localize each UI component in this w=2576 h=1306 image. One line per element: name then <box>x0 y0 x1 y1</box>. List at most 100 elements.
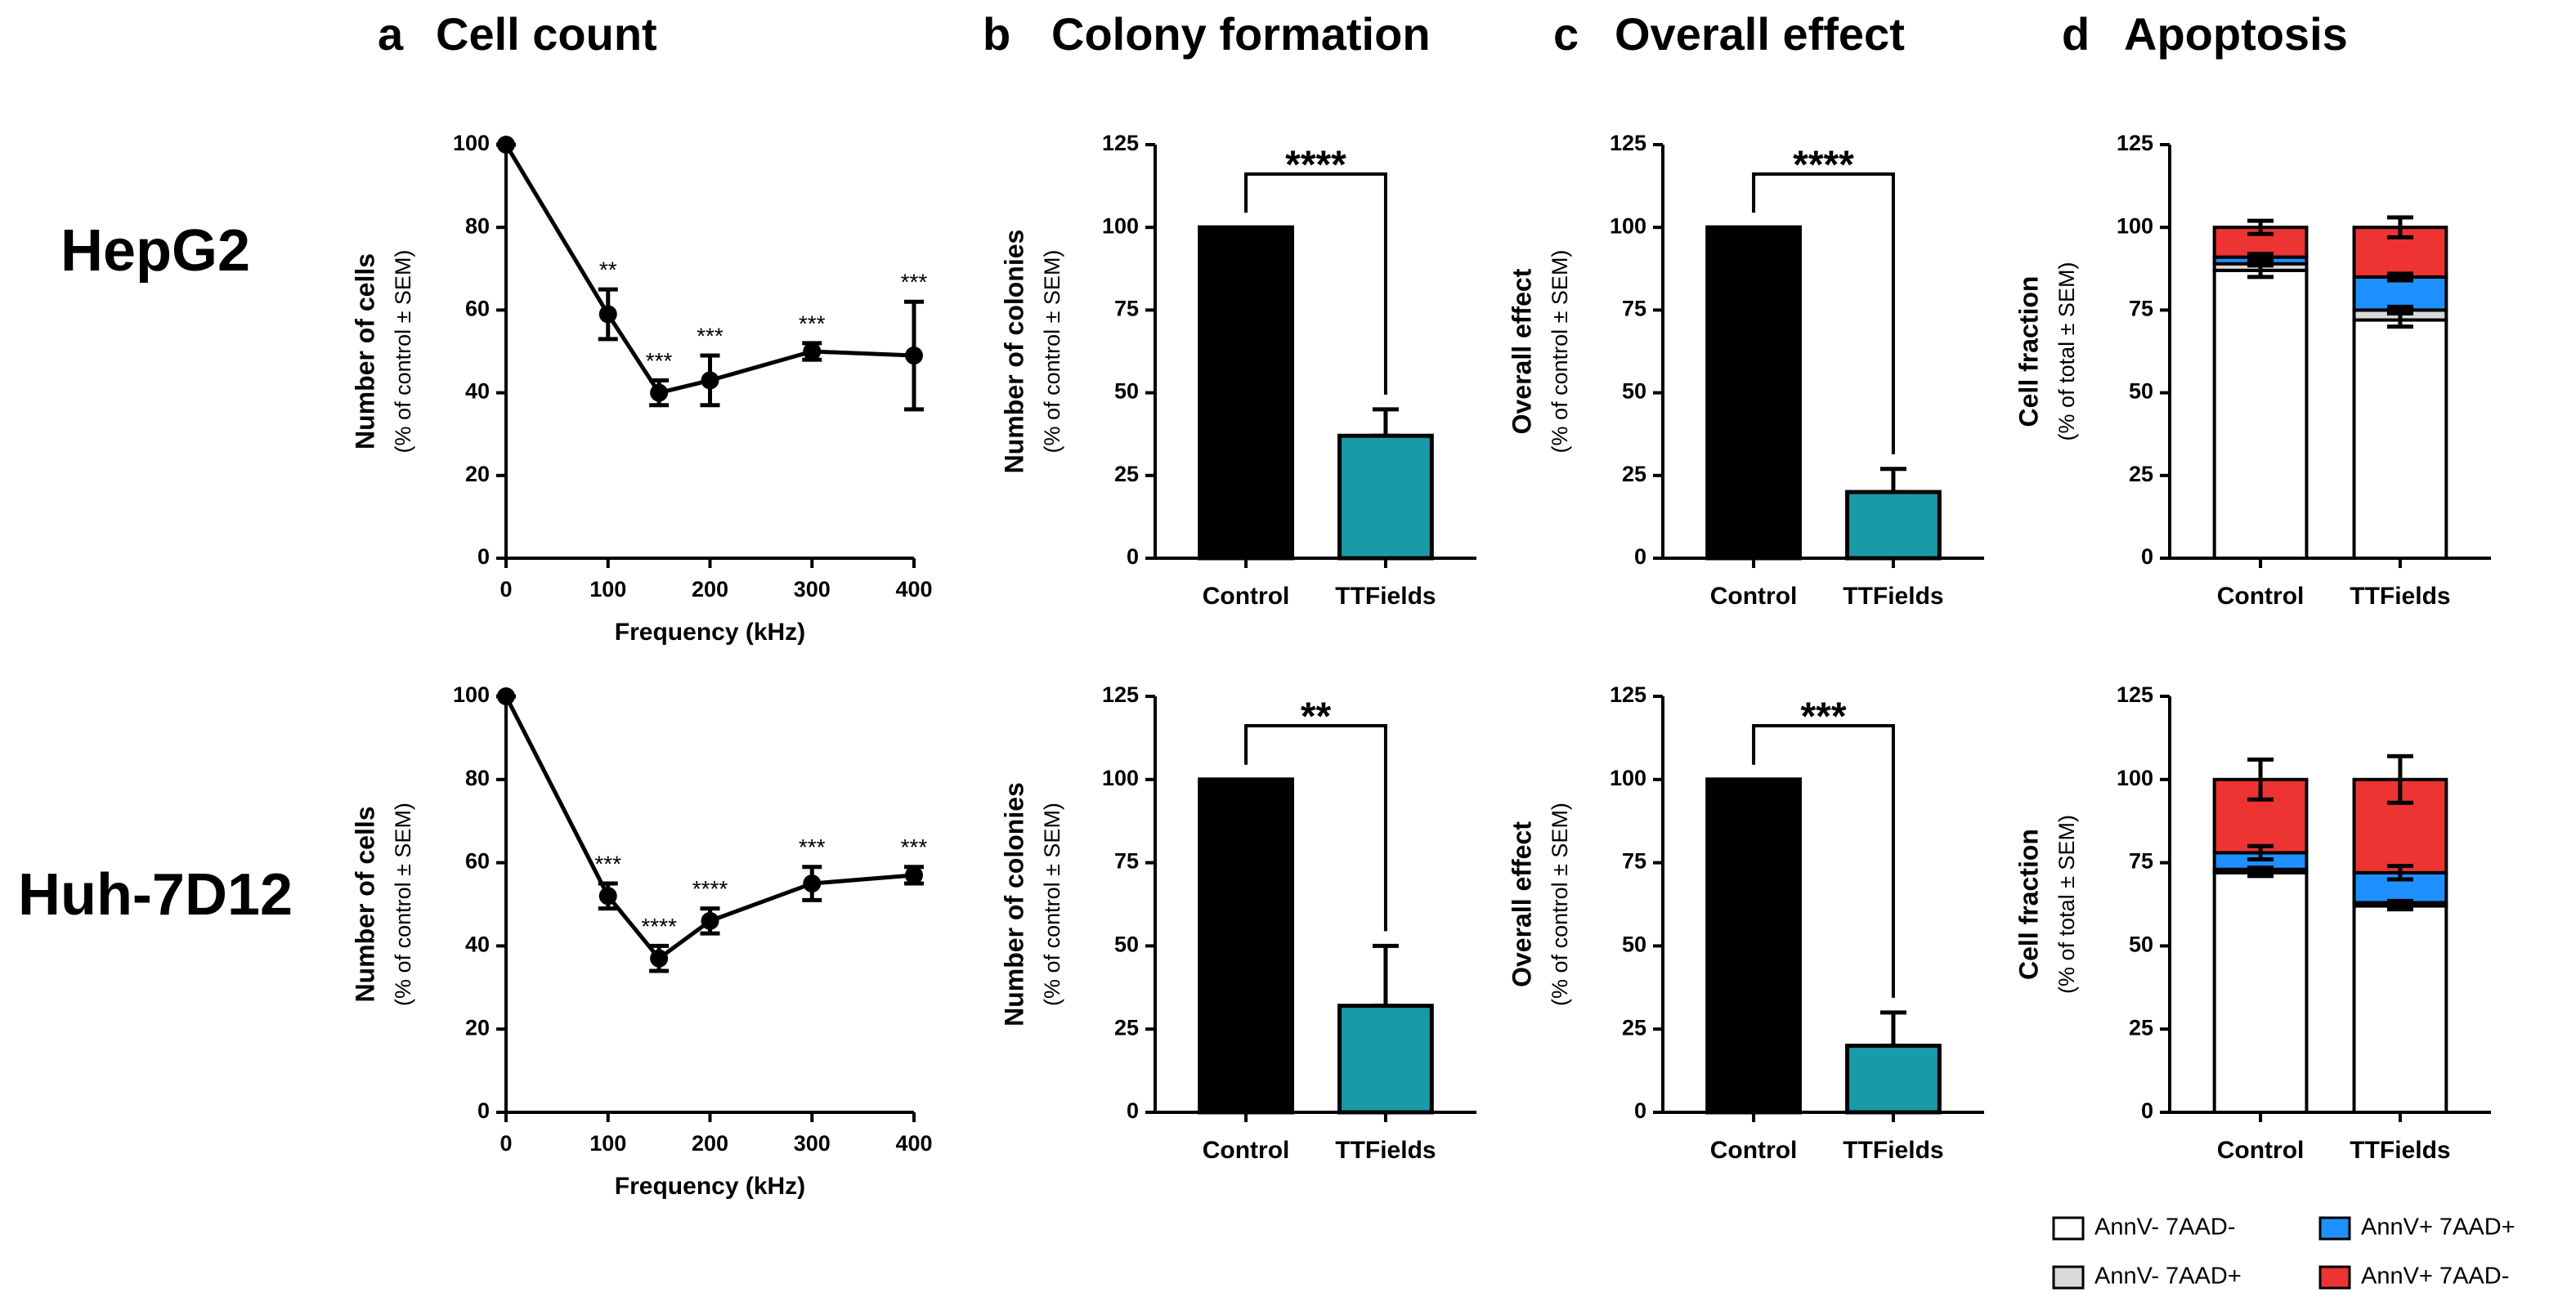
data-point <box>650 383 669 402</box>
data-point <box>701 371 719 390</box>
y-tick-label: 40 <box>465 379 490 404</box>
y-tick-label: 0 <box>1634 1098 1646 1123</box>
y-tick-label: 125 <box>1102 682 1139 707</box>
y-axis-sublabel: (% of total ± SEM) <box>2054 815 2079 994</box>
y-tick-label: 50 <box>1622 933 1646 957</box>
x-tick-label: 300 <box>794 577 831 602</box>
x-tick-label: 0 <box>500 577 512 602</box>
bar <box>1705 777 1802 1115</box>
panel-title: Apoptosis <box>2124 8 2348 60</box>
x-tick-label: Control <box>1203 1137 1290 1164</box>
significance-stars: *** <box>901 270 928 295</box>
y-axis-label: Cell fraction <box>2014 276 2043 427</box>
y-tick-label: 0 <box>1127 1098 1139 1123</box>
data-point <box>598 887 617 906</box>
y-tick-label: 75 <box>1114 297 1139 321</box>
y-tick-label: 50 <box>1114 933 1139 957</box>
y-tick-label: 75 <box>1622 849 1646 874</box>
bar <box>1198 777 1294 1115</box>
bar <box>1337 1004 1434 1115</box>
row-label: Huh-7D12 <box>18 862 293 928</box>
y-tick-label: 100 <box>1102 213 1139 238</box>
significance-stars: ** <box>1301 695 1332 739</box>
x-axis-label: Frequency (kHz) <box>615 1173 805 1200</box>
x-tick-label: Control <box>1710 583 1798 610</box>
legend-swatch <box>2052 1265 2085 1290</box>
legend-label: AnnV- 7AAD+ <box>2094 1264 2242 1290</box>
y-tick-label: 100 <box>2117 213 2153 238</box>
y-tick-label: 20 <box>465 1015 490 1040</box>
data-point <box>803 874 822 893</box>
y-tick-label: 25 <box>1622 1015 1646 1040</box>
y-tick-label: 0 <box>2141 1098 2153 1123</box>
x-tick-label: TTFields <box>2350 1137 2450 1164</box>
y-tick-label: 50 <box>1114 379 1139 404</box>
x-tick-label: Control <box>2217 1137 2305 1164</box>
x-tick-label: Control <box>2217 583 2305 610</box>
legend-swatch <box>2318 1265 2351 1290</box>
y-tick-label: 25 <box>2129 1015 2153 1040</box>
y-tick-label: 75 <box>2129 297 2153 321</box>
x-tick-label: 0 <box>500 1131 512 1156</box>
bar-segment <box>2212 268 2309 560</box>
y-tick-label: 50 <box>2129 933 2153 957</box>
x-tick-label: 100 <box>589 577 626 602</box>
data-point <box>803 342 822 360</box>
x-tick-label: TTFields <box>1843 583 1943 610</box>
data-line <box>504 143 915 396</box>
significance-stars: *** <box>646 348 673 373</box>
y-tick-label: 80 <box>465 766 490 790</box>
y-tick-label: 0 <box>2141 544 2153 569</box>
bar <box>1198 225 1294 561</box>
y-tick-label: 0 <box>1634 544 1646 569</box>
y-tick-label: 100 <box>1102 766 1139 790</box>
bar <box>1337 433 1434 561</box>
y-axis-sublabel: (% of control ± SEM) <box>1040 803 1064 1006</box>
y-axis-sublabel: (% of control ± SEM) <box>1548 803 1572 1006</box>
y-tick-label: 0 <box>1127 544 1139 569</box>
y-tick-label: 75 <box>1622 297 1646 321</box>
x-axis-label: Frequency (kHz) <box>615 619 805 646</box>
significance-stars: *** <box>1800 695 1846 739</box>
y-tick-label: 25 <box>1114 1015 1139 1040</box>
panel-label: b <box>983 8 1010 60</box>
x-tick-label: TTFields <box>1335 583 1436 610</box>
panel-title: Colony formation <box>1051 8 1431 60</box>
y-axis-sublabel: (% of control ± SEM) <box>391 803 415 1006</box>
panel-label: d <box>2062 8 2090 60</box>
data-point <box>497 136 515 154</box>
y-tick-label: 125 <box>2117 131 2153 155</box>
panel-label: c <box>1553 8 1579 60</box>
legend-swatch <box>2318 1216 2351 1241</box>
bar-segment <box>2212 870 2309 1115</box>
legend-swatch <box>2052 1216 2085 1241</box>
y-axis-sublabel: (% of control ± SEM) <box>1040 250 1064 454</box>
significance-bracket <box>1244 724 1387 932</box>
significance-stars: *** <box>901 834 928 860</box>
x-tick-label: 200 <box>692 577 728 602</box>
x-tick-label: Control <box>1203 583 1290 610</box>
legend-label: AnnV+ 7AAD- <box>2361 1264 2509 1290</box>
y-tick-label: 100 <box>453 131 490 155</box>
bar-segment <box>2352 904 2448 1115</box>
y-tick-label: 0 <box>477 544 490 569</box>
y-tick-label: 125 <box>2117 682 2153 707</box>
significance-stars: *** <box>799 834 826 860</box>
data-point <box>650 949 669 968</box>
x-tick-label: TTFields <box>1843 1137 1943 1164</box>
data-point <box>701 911 719 930</box>
y-axis-label: Number of colonies <box>999 782 1028 1026</box>
data-point <box>905 865 923 884</box>
data-point <box>598 305 617 324</box>
y-tick-label: 100 <box>1610 213 1646 238</box>
y-tick-label: 75 <box>2129 849 2153 874</box>
bar <box>1845 490 1942 561</box>
significance-stars: **** <box>1793 144 1854 187</box>
panel-label: a <box>378 8 404 60</box>
y-tick-label: 80 <box>465 213 490 238</box>
y-axis-sublabel: (% of control ± SEM) <box>391 250 415 454</box>
significance-stars: **** <box>1285 144 1346 187</box>
significance-bracket <box>1752 172 1895 454</box>
